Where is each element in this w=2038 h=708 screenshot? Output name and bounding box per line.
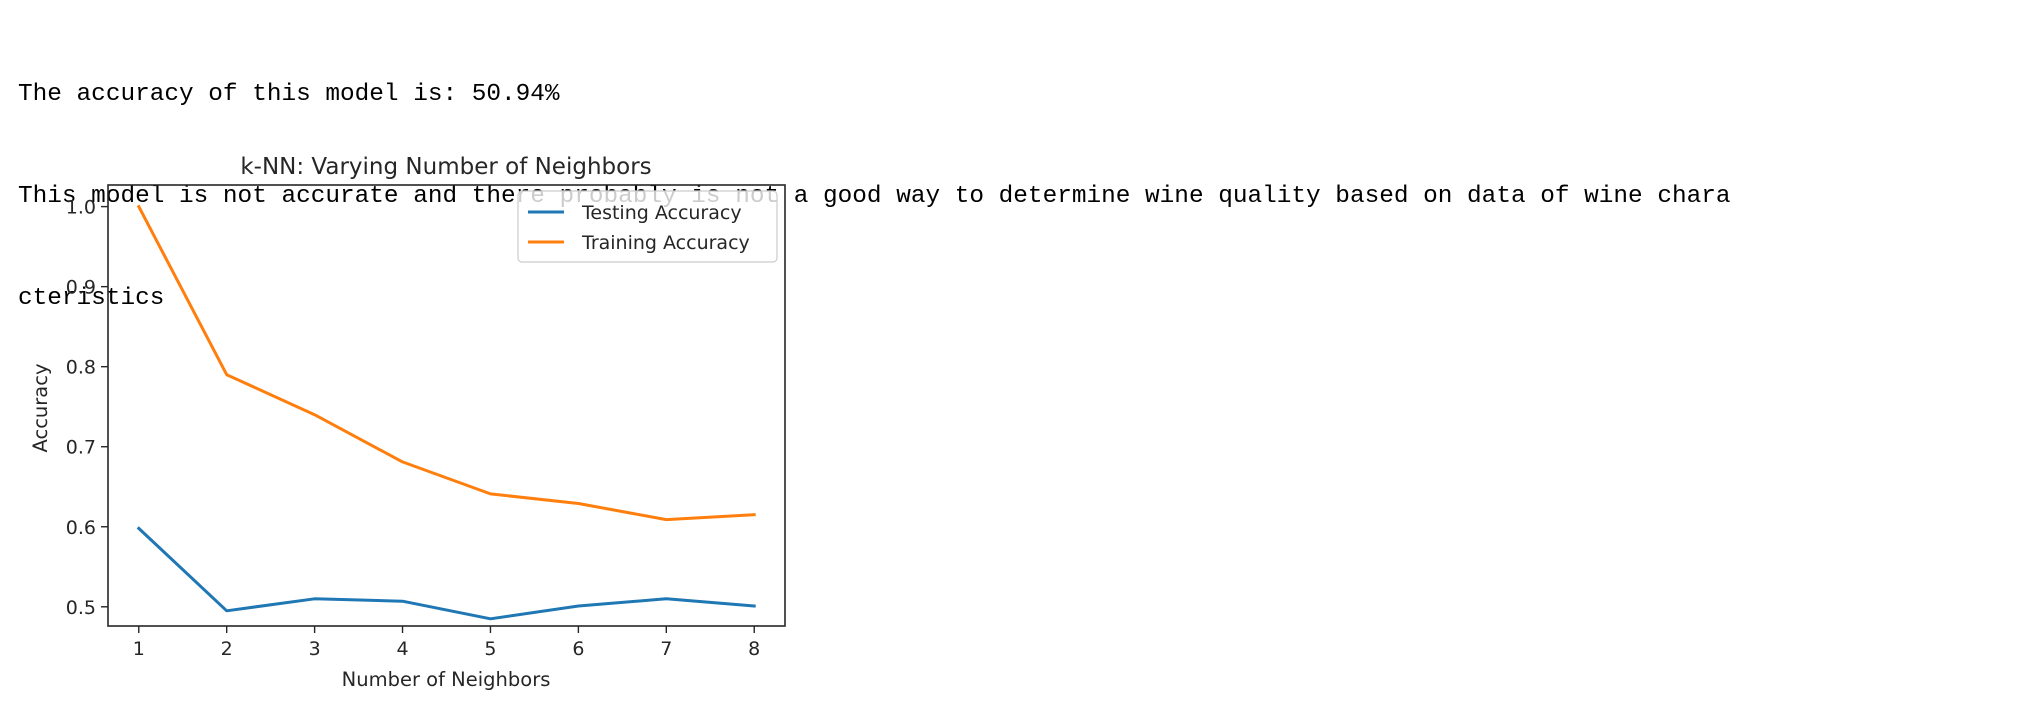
chart-legend: Testing Accuracy Training Accuracy bbox=[517, 190, 778, 263]
chart-title: k-NN: Varying Number of Neighbors bbox=[240, 154, 651, 180]
x-axis-label: Number of Neighbors bbox=[342, 668, 551, 691]
y-tick-label: 0.9 bbox=[66, 277, 96, 299]
axes-frame bbox=[107, 184, 786, 627]
x-tick-label: 2 bbox=[221, 638, 233, 660]
y-tick-label: 0.7 bbox=[66, 437, 96, 459]
y-tick-label: 0.6 bbox=[66, 517, 96, 539]
x-tick-label: 4 bbox=[396, 638, 408, 660]
y-axis: 0.5 0.6 0.7 0.8 0.9 1.0 bbox=[66, 197, 108, 619]
training-accuracy-line bbox=[136, 204, 756, 522]
legend-frame bbox=[517, 190, 778, 263]
legend-label: Training Accuracy bbox=[581, 232, 750, 254]
accuracy-output-line: The accuracy of this model is: 50.94% bbox=[18, 81, 560, 108]
x-axis: 1 2 3 4 5 6 7 8 bbox=[133, 626, 760, 660]
x-tick-label: 7 bbox=[660, 638, 672, 660]
y-tick-label: 1.0 bbox=[66, 197, 96, 219]
conclusion-output-line-wrap: cteristics bbox=[18, 285, 165, 312]
x-tick-label: 8 bbox=[748, 638, 760, 660]
series-lines bbox=[136, 204, 756, 621]
legend-label: Testing Accuracy bbox=[581, 202, 742, 224]
x-tick-label: 5 bbox=[484, 638, 496, 660]
cell-output-text: The accuracy of this model is: 50.94% Th… bbox=[18, 10, 2028, 350]
x-tick-label: 3 bbox=[309, 638, 321, 660]
y-tick-label: 0.5 bbox=[66, 597, 96, 619]
y-tick-label: 0.8 bbox=[66, 357, 96, 379]
x-tick-label: 6 bbox=[572, 638, 584, 660]
y-axis-label: Accuracy bbox=[29, 363, 52, 452]
x-tick-label: 1 bbox=[133, 638, 145, 660]
plot-area bbox=[107, 184, 786, 627]
testing-accuracy-line bbox=[136, 526, 756, 621]
